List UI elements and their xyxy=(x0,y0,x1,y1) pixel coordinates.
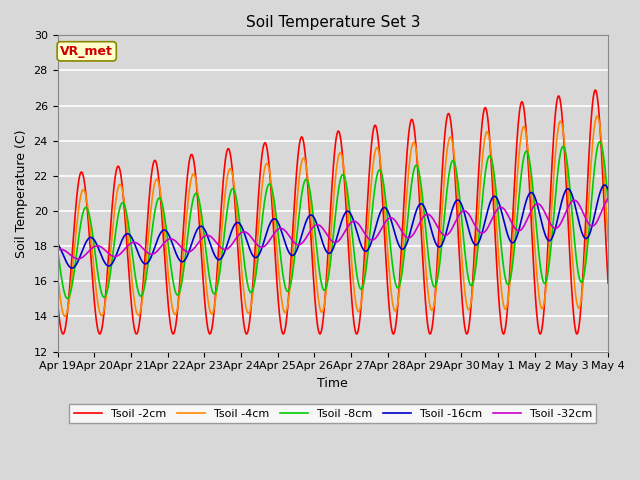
Tsoil -16cm xyxy=(54,240,61,246)
Tsoil -4cm xyxy=(54,271,61,277)
Tsoil -8cm xyxy=(119,200,127,205)
Tsoil -4cm xyxy=(604,238,612,244)
Tsoil -4cm xyxy=(61,313,68,319)
Tsoil -32cm xyxy=(299,240,307,245)
Tsoil -8cm xyxy=(309,209,317,215)
Text: VR_met: VR_met xyxy=(60,45,113,58)
Tsoil -16cm xyxy=(367,240,375,246)
Tsoil -8cm xyxy=(367,217,375,223)
Tsoil -16cm xyxy=(119,235,127,241)
Tsoil -2cm xyxy=(119,190,127,195)
Tsoil -2cm xyxy=(287,249,295,255)
Tsoil -2cm xyxy=(54,299,61,304)
Tsoil -16cm xyxy=(97,251,104,256)
Tsoil -32cm xyxy=(119,248,127,254)
Tsoil -32cm xyxy=(604,195,612,201)
Tsoil -8cm xyxy=(54,247,61,252)
Tsoil -32cm xyxy=(367,237,375,243)
Tsoil -2cm xyxy=(591,87,599,93)
Tsoil -4cm xyxy=(119,190,127,195)
Tsoil -2cm xyxy=(299,136,307,142)
Tsoil -16cm xyxy=(604,187,612,192)
Line: Tsoil -8cm: Tsoil -8cm xyxy=(58,142,608,299)
Tsoil -32cm xyxy=(97,244,104,250)
Tsoil -8cm xyxy=(604,199,612,205)
Tsoil -2cm xyxy=(604,280,612,286)
Tsoil -16cm xyxy=(287,252,295,258)
Tsoil -4cm xyxy=(287,268,295,274)
Tsoil -4cm xyxy=(309,234,317,240)
Tsoil -8cm xyxy=(287,277,295,283)
Tsoil -2cm xyxy=(367,144,375,150)
Tsoil -16cm xyxy=(299,228,307,234)
Tsoil -4cm xyxy=(299,156,307,161)
Tsoil -8cm xyxy=(596,139,604,144)
Tsoil -8cm xyxy=(97,286,104,292)
Title: Soil Temperature Set 3: Soil Temperature Set 3 xyxy=(246,15,420,30)
Tsoil -8cm xyxy=(299,185,307,191)
Tsoil -4cm xyxy=(97,312,104,317)
Y-axis label: Soil Temperature (C): Soil Temperature (C) xyxy=(15,129,28,258)
Legend: Tsoil -2cm, Tsoil -4cm, Tsoil -8cm, Tsoil -16cm, Tsoil -32cm: Tsoil -2cm, Tsoil -4cm, Tsoil -8cm, Tsoi… xyxy=(69,405,596,423)
Tsoil -16cm xyxy=(309,213,317,219)
Line: Tsoil -4cm: Tsoil -4cm xyxy=(58,116,608,316)
Tsoil -4cm xyxy=(593,113,601,119)
Tsoil -32cm xyxy=(309,225,317,230)
Tsoil -32cm xyxy=(287,236,295,242)
X-axis label: Time: Time xyxy=(317,377,348,390)
Tsoil -4cm xyxy=(367,181,375,187)
Line: Tsoil -2cm: Tsoil -2cm xyxy=(58,90,608,334)
Line: Tsoil -16cm: Tsoil -16cm xyxy=(58,185,608,268)
Tsoil -2cm xyxy=(97,330,104,336)
Tsoil -2cm xyxy=(309,265,317,271)
Tsoil -32cm xyxy=(74,256,82,262)
Tsoil -16cm xyxy=(68,265,76,271)
Tsoil -16cm xyxy=(600,182,608,188)
Tsoil -32cm xyxy=(54,247,61,253)
Tsoil -2cm xyxy=(59,331,67,337)
Tsoil -8cm xyxy=(63,296,71,301)
Line: Tsoil -32cm: Tsoil -32cm xyxy=(58,198,608,259)
